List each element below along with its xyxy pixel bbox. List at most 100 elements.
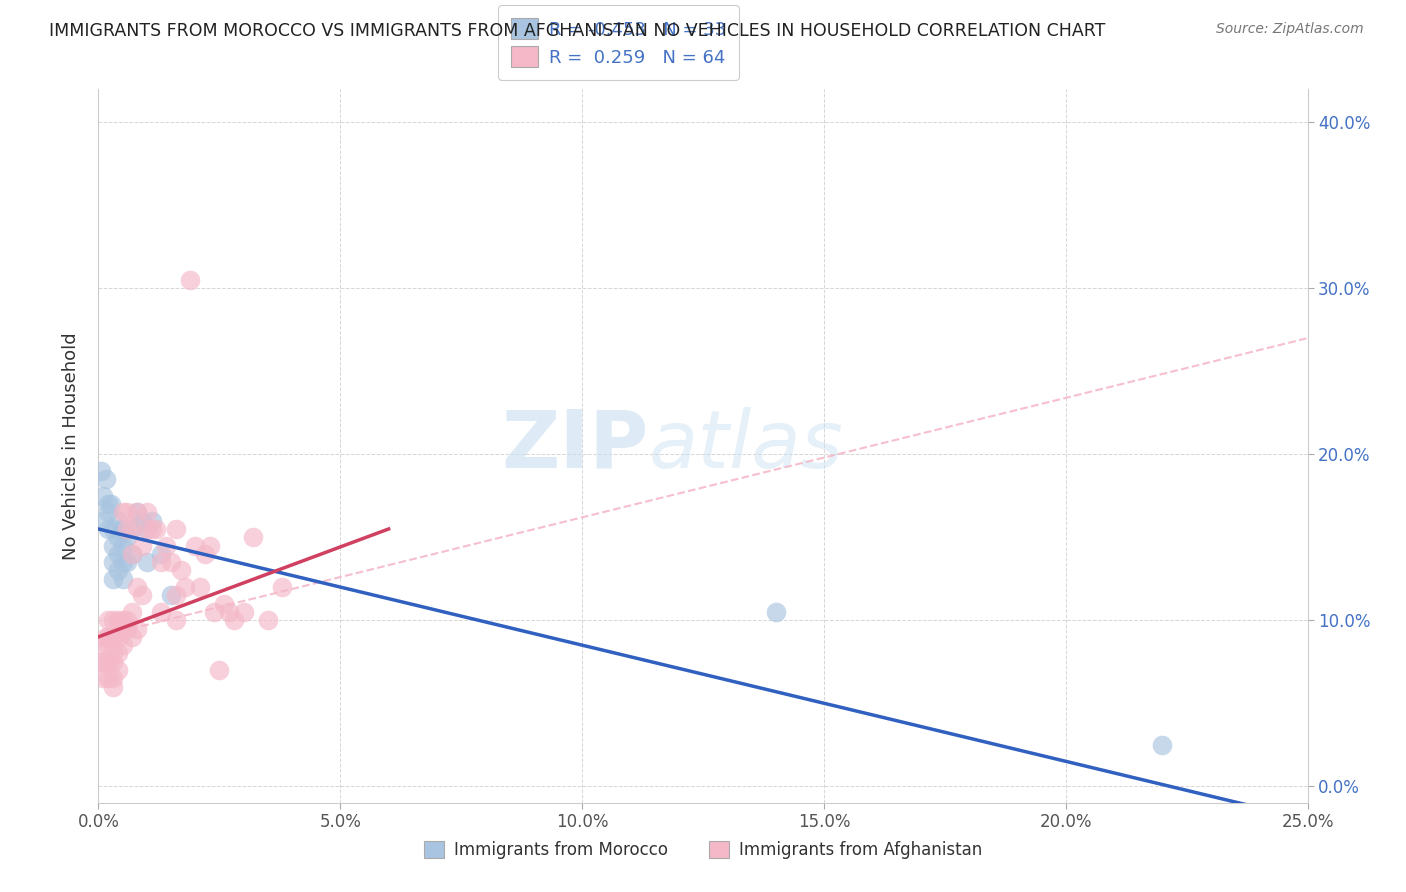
Point xyxy=(160,555,183,569)
Point xyxy=(145,522,167,536)
Point xyxy=(90,464,112,478)
Point xyxy=(101,555,124,569)
Point xyxy=(271,580,294,594)
Point xyxy=(97,522,120,536)
Point xyxy=(107,647,129,661)
Text: Source: ZipAtlas.com: Source: ZipAtlas.com xyxy=(1216,22,1364,37)
Point xyxy=(101,539,124,553)
Point xyxy=(94,630,117,644)
Point xyxy=(97,497,120,511)
Point xyxy=(184,539,207,553)
Point xyxy=(1152,738,1174,752)
Point xyxy=(100,497,122,511)
Point xyxy=(150,555,173,569)
Point xyxy=(131,588,153,602)
Point xyxy=(101,655,124,669)
Point xyxy=(111,555,134,569)
Point xyxy=(135,522,157,536)
Point xyxy=(111,572,134,586)
Point xyxy=(212,597,235,611)
Point xyxy=(242,530,264,544)
Point xyxy=(111,622,134,636)
Point xyxy=(160,588,183,602)
Point xyxy=(97,655,120,669)
Point xyxy=(127,580,149,594)
Point xyxy=(165,613,187,627)
Point xyxy=(232,605,254,619)
Point xyxy=(121,522,143,536)
Point xyxy=(127,505,149,519)
Point xyxy=(117,530,139,544)
Point xyxy=(117,505,139,519)
Point xyxy=(101,671,124,685)
Point xyxy=(198,539,221,553)
Point xyxy=(188,580,211,594)
Legend: Immigrants from Morocco, Immigrants from Afghanistan: Immigrants from Morocco, Immigrants from… xyxy=(416,834,990,866)
Point xyxy=(121,605,143,619)
Point xyxy=(117,613,139,627)
Point xyxy=(135,522,157,536)
Point xyxy=(204,605,226,619)
Point xyxy=(91,671,114,685)
Point xyxy=(107,530,129,544)
Point xyxy=(94,472,117,486)
Point xyxy=(97,630,120,644)
Point xyxy=(165,522,187,536)
Point xyxy=(218,605,240,619)
Point xyxy=(101,680,124,694)
Point xyxy=(107,663,129,677)
Point xyxy=(135,555,157,569)
Point xyxy=(165,588,187,602)
Point xyxy=(131,539,153,553)
Point xyxy=(174,580,197,594)
Point xyxy=(150,547,173,561)
Point xyxy=(127,622,149,636)
Point xyxy=(179,273,201,287)
Point xyxy=(117,522,139,536)
Point xyxy=(111,505,134,519)
Point xyxy=(121,522,143,536)
Point xyxy=(97,613,120,627)
Point xyxy=(222,613,245,627)
Point xyxy=(107,514,129,528)
Point xyxy=(256,613,278,627)
Point xyxy=(117,555,139,569)
Point xyxy=(121,630,143,644)
Text: ZIP: ZIP xyxy=(502,407,648,485)
Point xyxy=(150,605,173,619)
Point xyxy=(101,572,124,586)
Point xyxy=(107,613,129,627)
Point xyxy=(97,505,120,519)
Point xyxy=(107,630,129,644)
Point xyxy=(91,655,114,669)
Point xyxy=(90,655,112,669)
Point xyxy=(121,547,143,561)
Point xyxy=(107,564,129,578)
Point xyxy=(111,638,134,652)
Point xyxy=(117,622,139,636)
Point xyxy=(91,514,114,528)
Point xyxy=(121,547,143,561)
Point xyxy=(141,514,163,528)
Point xyxy=(111,522,134,536)
Point xyxy=(97,671,120,685)
Point xyxy=(169,564,191,578)
Point xyxy=(107,547,129,561)
Point xyxy=(91,638,114,652)
Point xyxy=(97,638,120,652)
Point xyxy=(127,505,149,519)
Point xyxy=(135,505,157,519)
Point xyxy=(101,522,124,536)
Text: IMMIGRANTS FROM MOROCCO VS IMMIGRANTS FROM AFGHANISTAN NO VEHICLES IN HOUSEHOLD : IMMIGRANTS FROM MOROCCO VS IMMIGRANTS FR… xyxy=(49,22,1105,40)
Text: atlas: atlas xyxy=(648,407,844,485)
Point xyxy=(91,489,114,503)
Point xyxy=(194,547,217,561)
Point xyxy=(141,522,163,536)
Point xyxy=(765,605,787,619)
Point xyxy=(208,663,231,677)
Y-axis label: No Vehicles in Household: No Vehicles in Household xyxy=(62,332,80,560)
Point xyxy=(101,613,124,627)
Point xyxy=(111,613,134,627)
Point xyxy=(111,539,134,553)
Point xyxy=(131,514,153,528)
